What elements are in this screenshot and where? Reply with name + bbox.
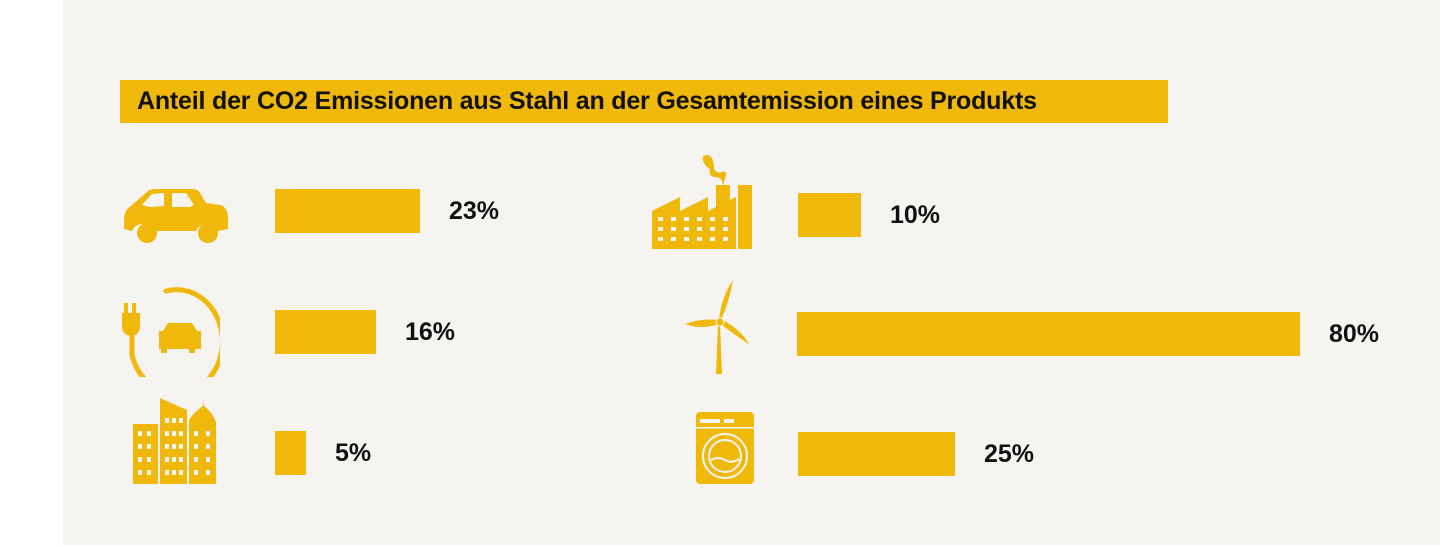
data-label: 5% <box>335 439 372 467</box>
bar-electric-car <box>275 310 376 354</box>
bar-factory <box>798 193 861 237</box>
wind-turbine-icon <box>685 280 749 374</box>
data-label: 25% <box>984 440 1035 468</box>
bar-car <box>275 189 420 233</box>
chart-title-bar: Anteil der CO2 Emissionen aus Stahl an d… <box>120 80 1168 123</box>
data-label: 23% <box>449 197 500 225</box>
electric-car-icon <box>122 287 220 377</box>
bar-washing-machine <box>798 432 955 476</box>
bar-wind-turbine <box>797 312 1300 356</box>
data-label: 10% <box>890 201 941 229</box>
washing-machine-icon <box>696 412 754 484</box>
data-label: 16% <box>405 318 456 346</box>
chart-title: Anteil der CO2 Emissionen aus Stahl an d… <box>137 87 1037 115</box>
car-icon <box>124 189 228 243</box>
buildings-icon <box>133 398 216 484</box>
data-label: 80% <box>1329 320 1380 348</box>
factory-icon <box>652 155 752 249</box>
bar-buildings <box>275 431 306 475</box>
